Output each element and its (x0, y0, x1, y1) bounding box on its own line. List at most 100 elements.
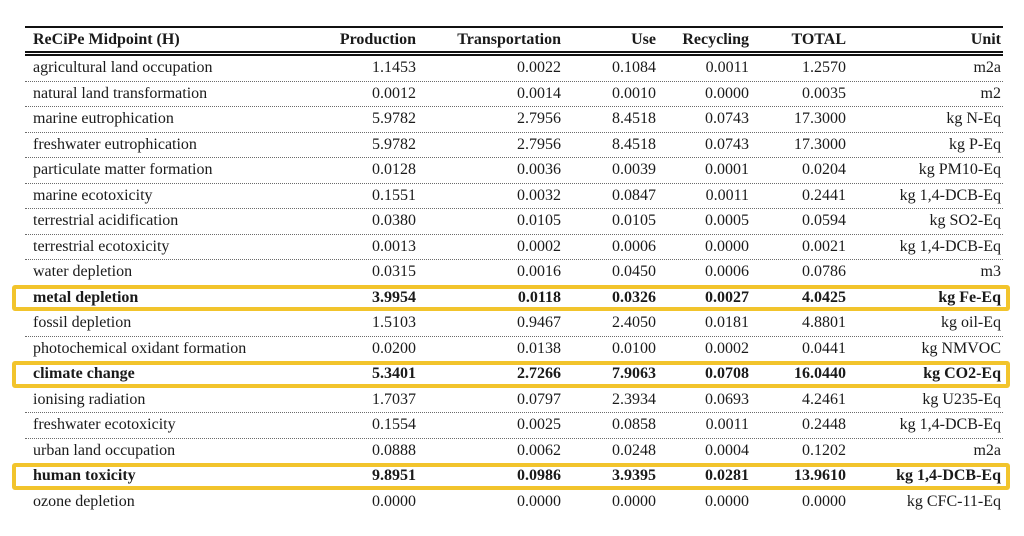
total-value: 4.8801 (802, 315, 846, 332)
transportation-value: 0.0118 (517, 289, 561, 306)
total-value: 4.0425 (802, 289, 846, 306)
unit-label: kg 1,4-DCB-Eq (899, 417, 1001, 434)
total-value: 16.0440 (794, 366, 846, 383)
use-value: 0.0000 (612, 494, 656, 511)
table-row: fossil depletion 1.5103 0.9467 2.4050 0.… (25, 311, 1003, 337)
transportation-value: 2.7266 (517, 366, 561, 383)
page: ReCiPe Midpoint (H) Production Transport… (12, 26, 1010, 515)
recycling-value: 0.0000 (705, 238, 749, 255)
use-value: 0.0039 (612, 162, 656, 179)
production-value: 0.0315 (372, 264, 416, 281)
use-value: 8.4518 (612, 136, 656, 153)
production-value: 3.9954 (372, 289, 416, 306)
use-value: 0.0858 (612, 417, 656, 434)
total-value: 0.1202 (802, 442, 846, 459)
transportation-value: 2.7956 (517, 136, 561, 153)
transportation-value: 0.0138 (517, 340, 561, 357)
column-header-unit: Unit (970, 31, 1001, 48)
transportation-value: 0.0000 (517, 494, 561, 511)
column-header-recycling: Recycling (682, 31, 749, 48)
unit-label: kg SO2-Eq (929, 213, 1001, 230)
column-header-use: Use (631, 31, 656, 48)
use-value: 0.0010 (612, 85, 656, 102)
impact-category-label: photochemical oxidant formation (33, 340, 247, 357)
use-value: 0.1084 (612, 60, 656, 77)
unit-label: kg 1,4-DCB-Eq (899, 187, 1001, 204)
total-value: 0.0035 (802, 85, 846, 102)
transportation-value: 0.0105 (517, 213, 561, 230)
unit-label: m2a (973, 60, 1001, 77)
production-value: 0.0013 (372, 238, 416, 255)
total-value: 0.0786 (802, 264, 846, 281)
impact-category-label: terrestrial ecotoxicity (33, 238, 170, 255)
use-value: 8.4518 (612, 111, 656, 128)
table-header-row: ReCiPe Midpoint (H) Production Transport… (25, 26, 1003, 56)
total-value: 0.0441 (802, 340, 846, 357)
transportation-value: 0.0016 (517, 264, 561, 281)
use-value: 3.9395 (612, 468, 656, 485)
transportation-value: 0.0025 (517, 417, 561, 434)
impact-category-label: ozone depletion (33, 494, 135, 511)
total-value: 0.0594 (802, 213, 846, 230)
transportation-value: 0.0797 (517, 391, 561, 408)
impact-category-label: ionising radiation (33, 391, 146, 408)
transportation-value: 0.0014 (517, 85, 561, 102)
production-value: 5.3401 (372, 366, 416, 383)
total-value: 13.9610 (794, 468, 846, 485)
unit-label: kg Fe-Eq (938, 289, 1001, 306)
recycling-value: 0.0027 (705, 289, 749, 306)
use-value: 0.0006 (612, 238, 656, 255)
recycling-value: 0.0011 (705, 187, 749, 204)
impact-category-label: marine ecotoxicity (33, 187, 153, 204)
table-row: marine eutrophication 5.9782 2.7956 8.45… (25, 107, 1003, 133)
table-row: particulate matter formation 0.0128 0.00… (25, 158, 1003, 184)
production-value: 0.0200 (372, 340, 416, 357)
unit-label: kg oil-Eq (941, 315, 1001, 332)
production-value: 0.1551 (372, 187, 416, 204)
table-row: terrestrial ecotoxicity 0.0013 0.0002 0.… (25, 235, 1003, 260)
table-row: human toxicity 9.8951 0.0986 3.9395 0.02… (12, 463, 1010, 490)
table-body: agricultural land occupation 1.1453 0.00… (12, 56, 1010, 515)
total-value: 1.2570 (802, 60, 846, 77)
total-value: 0.2441 (802, 187, 846, 204)
recycling-value: 0.0181 (705, 315, 749, 332)
production-value: 0.1554 (372, 417, 416, 434)
total-value: 0.0000 (802, 494, 846, 511)
impact-category-label: climate change (33, 366, 135, 383)
recycling-value: 0.0693 (705, 391, 749, 408)
recipe-midpoint-table: ReCiPe Midpoint (H) Production Transport… (12, 26, 1010, 515)
production-value: 5.9782 (372, 136, 416, 153)
table-row: marine ecotoxicity 0.1551 0.0032 0.0847 … (25, 184, 1003, 209)
column-header-transportation: Transportation (457, 31, 561, 48)
unit-label: kg U235-Eq (922, 391, 1001, 408)
use-value: 0.0326 (612, 289, 656, 306)
impact-category-label: water depletion (33, 264, 133, 281)
total-value: 0.0021 (802, 238, 846, 255)
recycling-value: 0.0002 (705, 340, 749, 357)
table-row: metal depletion 3.9954 0.0118 0.0326 0.0… (12, 284, 1010, 311)
unit-label: kg P-Eq (949, 136, 1001, 153)
table-row: photochemical oxidant formation 0.0200 0… (25, 337, 1003, 362)
impact-category-label: fossil depletion (33, 315, 132, 332)
table-row: climate change 5.3401 2.7266 7.9063 0.07… (12, 361, 1010, 388)
impact-category-label: terrestrial acidification (33, 213, 179, 230)
recycling-value: 0.0281 (705, 468, 749, 485)
recycling-value: 0.0011 (705, 417, 749, 434)
transportation-value: 0.0036 (517, 162, 561, 179)
total-value: 0.2448 (802, 417, 846, 434)
use-value: 0.0847 (612, 187, 656, 204)
production-value: 1.5103 (372, 315, 416, 332)
unit-label: kg NMVOC (921, 340, 1001, 357)
unit-label: m2a (973, 442, 1001, 459)
transportation-value: 0.0002 (517, 238, 561, 255)
table-row: freshwater ecotoxicity 0.1554 0.0025 0.0… (25, 413, 1003, 439)
table-row: urban land occupation 0.0888 0.0062 0.02… (25, 439, 1003, 464)
impact-category-label: freshwater ecotoxicity (33, 417, 176, 434)
transportation-value: 0.9467 (517, 315, 561, 332)
impact-category-label: particulate matter formation (33, 162, 213, 179)
unit-label: kg PM10-Eq (918, 162, 1001, 179)
use-value: 0.0105 (612, 213, 656, 230)
table-row: water depletion 0.0315 0.0016 0.0450 0.0… (25, 260, 1003, 286)
transportation-value: 0.0986 (517, 468, 561, 485)
recycling-value: 0.0743 (705, 136, 749, 153)
